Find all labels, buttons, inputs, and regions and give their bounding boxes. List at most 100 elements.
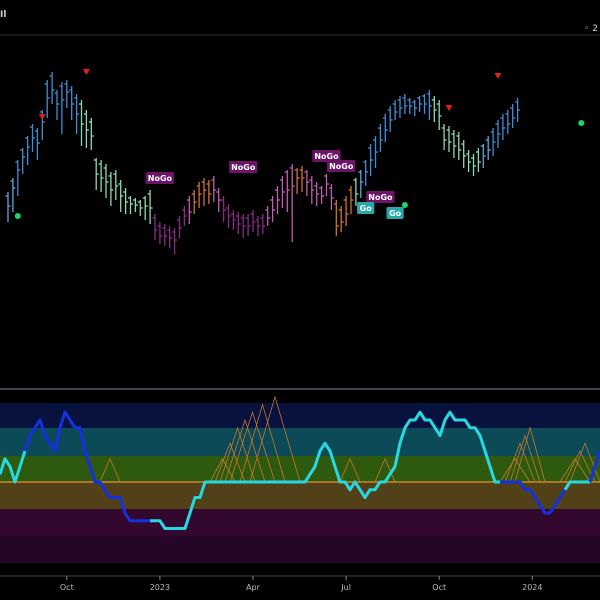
price-bar <box>461 140 467 168</box>
price-bar <box>397 96 403 118</box>
price-bar <box>64 80 70 108</box>
buy-dot-icon <box>401 202 408 208</box>
price-bar <box>270 196 276 222</box>
price-bar <box>446 126 452 152</box>
signal-wedge <box>214 442 246 483</box>
oscillator-lines <box>0 410 600 530</box>
signal-wedge <box>219 426 256 483</box>
price-bar <box>485 136 491 160</box>
price-bar <box>137 200 143 216</box>
price-bar <box>480 144 486 168</box>
sell-arrow-icon <box>82 69 90 75</box>
nogo-label: NoGo <box>312 150 341 162</box>
price-bar <box>426 90 432 120</box>
price-bar <box>98 160 104 192</box>
price-bar <box>230 210 236 230</box>
price-bar <box>348 186 354 214</box>
signal-wedge <box>559 458 591 483</box>
price-bar <box>186 196 192 224</box>
oscillator-bands <box>0 388 600 563</box>
price-bar <box>30 124 35 152</box>
signal-wedge <box>224 418 266 483</box>
price-bar <box>172 228 178 254</box>
price-bar <box>505 110 511 134</box>
price-bar <box>363 160 369 186</box>
oscillator-band <box>0 509 600 536</box>
sell-arrow-icon <box>445 105 453 111</box>
price-bar <box>471 154 476 176</box>
price-bar <box>422 94 427 114</box>
price-bar <box>265 206 271 226</box>
signal-wedge <box>249 395 301 483</box>
price-bar <box>191 190 197 214</box>
price-bar <box>343 196 349 226</box>
oscillator-band <box>0 456 600 482</box>
oscillator-line <box>563 480 590 491</box>
price-bar <box>15 160 21 196</box>
svg-text:NoGo: NoGo <box>368 193 393 202</box>
header-left-glyph: Il <box>0 10 7 20</box>
price-bar <box>373 136 378 168</box>
price-bar <box>211 176 217 202</box>
price-bar <box>515 98 521 122</box>
price-bar <box>93 158 99 190</box>
price-bar <box>44 80 50 118</box>
sell-arrow-icon <box>38 114 46 120</box>
buy-dot-icon <box>578 120 585 126</box>
nogo-label: NoGo <box>327 160 356 172</box>
price-bar <box>441 124 447 150</box>
price-bar <box>495 120 501 148</box>
price-bar <box>157 222 163 244</box>
oscillator-line <box>23 410 150 523</box>
price-bar <box>147 190 153 224</box>
header-right-text: ◦ 2 <box>584 24 598 34</box>
price-bar <box>289 164 295 242</box>
price-bar <box>108 172 114 206</box>
signal-wedge <box>514 426 546 483</box>
price-bar <box>309 176 315 204</box>
price-bar <box>206 180 212 204</box>
oscillator-line <box>588 450 600 483</box>
price-bar <box>328 184 334 210</box>
price-bar <box>324 174 329 196</box>
x-tick-label: 2023 <box>150 583 170 592</box>
nogo-label: NoGo <box>366 191 395 203</box>
price-bar <box>279 176 285 208</box>
price-bar <box>475 148 481 172</box>
price-bar <box>319 186 325 204</box>
price-bar <box>196 182 202 208</box>
price-bar <box>132 198 138 212</box>
signal-wedge <box>239 403 286 483</box>
price-bar <box>417 96 423 112</box>
price-bar <box>83 110 89 148</box>
price-bar <box>333 200 339 236</box>
oscillator-line <box>0 450 27 484</box>
price-bar <box>510 104 516 128</box>
price-bar <box>20 148 26 174</box>
price-bar <box>294 168 300 194</box>
price-bar <box>377 124 383 152</box>
price-bar <box>54 90 60 120</box>
svg-text:NoGo: NoGo <box>231 163 256 172</box>
buy-dot-icon <box>14 213 21 219</box>
price-bar <box>275 186 280 214</box>
price-bar <box>25 136 31 165</box>
signal-wedge <box>229 410 276 483</box>
price-bar <box>69 86 75 120</box>
price-bar <box>299 166 305 192</box>
price-bar <box>5 192 11 222</box>
price-bar <box>123 188 129 214</box>
signal-wedge <box>99 457 121 483</box>
price-bar <box>451 130 457 158</box>
x-tick-label: Jul <box>340 583 351 592</box>
price-bar <box>490 128 496 156</box>
price-bar <box>118 180 124 212</box>
price-bar <box>358 170 364 198</box>
price-bar <box>314 182 320 206</box>
oscillator-band <box>0 482 600 509</box>
x-tick-label: Oct <box>60 583 74 592</box>
signal-wedge <box>564 450 596 483</box>
price-bar <box>456 132 462 160</box>
price-bars <box>5 72 521 254</box>
